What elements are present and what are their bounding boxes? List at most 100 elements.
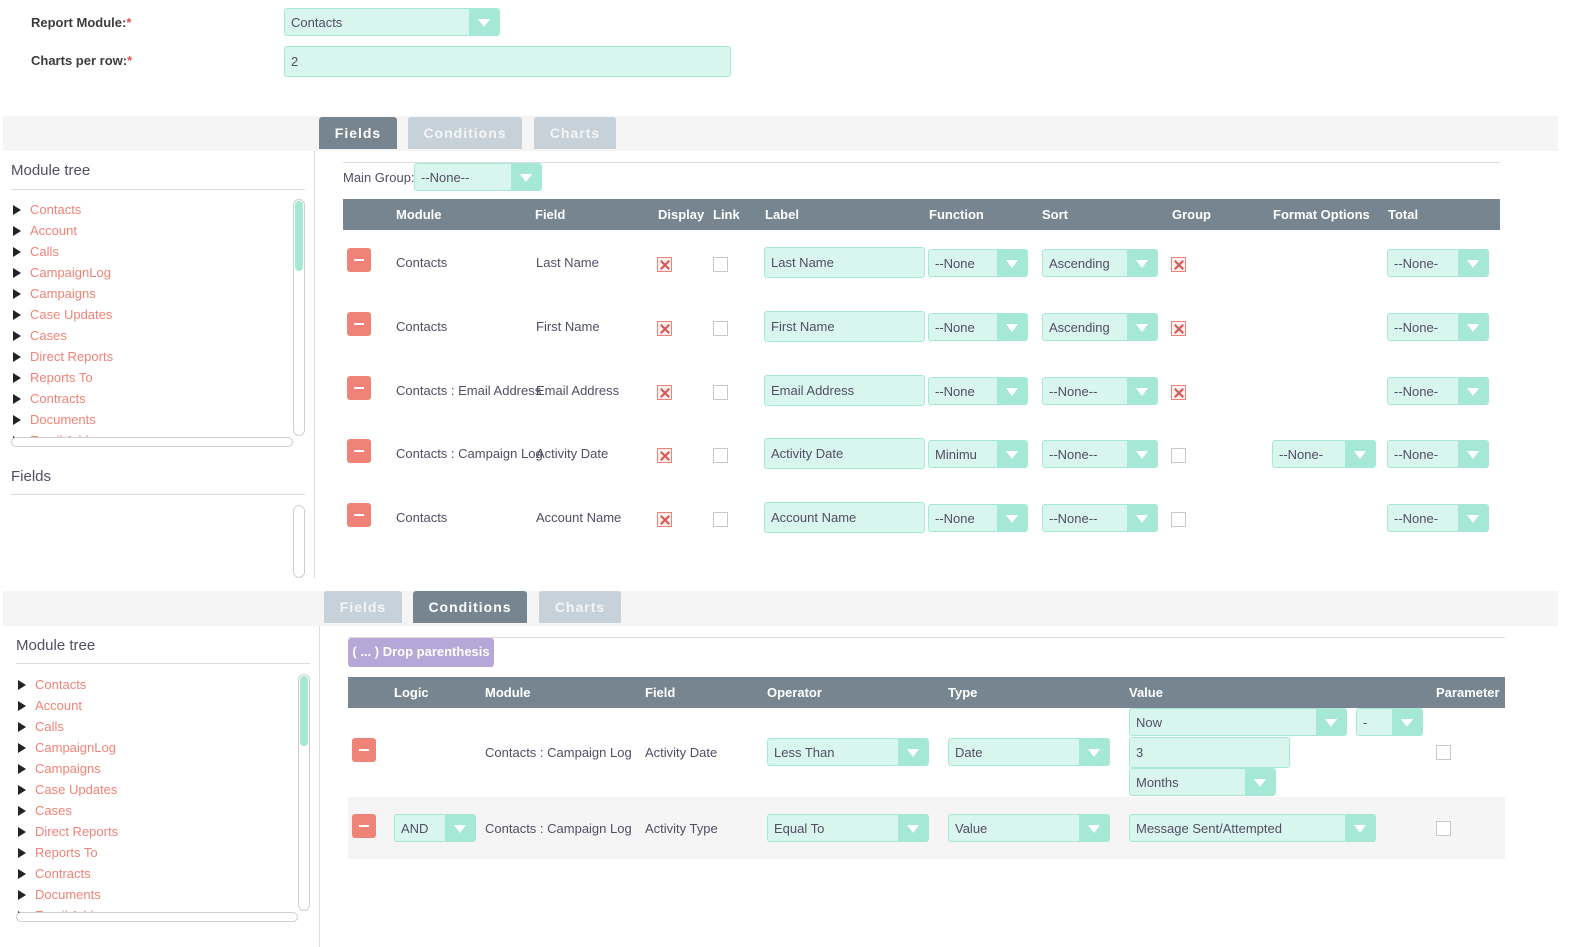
main-group-select[interactable]: --None--: [414, 163, 542, 191]
group-checkbox[interactable]: [1171, 257, 1186, 272]
tree-item-label[interactable]: Calls: [30, 244, 59, 259]
tree-item-label[interactable]: Documents: [30, 412, 96, 427]
tree-item-label[interactable]: CampaignLog: [30, 265, 111, 280]
total-select[interactable]: --None-: [1387, 249, 1489, 277]
tab-charts[interactable]: Charts: [534, 117, 616, 149]
display-checkbox[interactable]: [657, 512, 672, 527]
link-checkbox[interactable]: [713, 257, 728, 272]
tree-item-label[interactable]: Reports To: [30, 370, 93, 385]
function-select[interactable]: --None: [928, 504, 1028, 532]
tree-item-label[interactable]: Cases: [30, 328, 67, 343]
expand-arrow-icon[interactable]: [13, 247, 21, 257]
tab-fields[interactable]: Fields: [324, 591, 402, 623]
expand-arrow-icon[interactable]: [18, 701, 26, 711]
tree-item-label[interactable]: Campaigns: [35, 761, 101, 776]
remove-field-button[interactable]: [347, 376, 371, 400]
expand-arrow-icon[interactable]: [13, 394, 21, 404]
group-checkbox[interactable]: [1171, 448, 1186, 463]
function-select[interactable]: Minimu: [928, 440, 1028, 468]
expand-arrow-icon[interactable]: [13, 310, 21, 320]
tree-item-label[interactable]: Email Add...: [35, 908, 104, 915]
tree-item-label[interactable]: Direct Reports: [35, 824, 119, 839]
remove-field-button[interactable]: [347, 503, 371, 527]
remove-condition-button[interactable]: [352, 814, 376, 838]
display-checkbox[interactable]: [657, 321, 672, 336]
parameter-checkbox[interactable]: [1436, 821, 1451, 836]
tree-item[interactable]: CampaignLog: [18, 740, 116, 755]
expand-arrow-icon[interactable]: [18, 680, 26, 690]
sort-select[interactable]: --None--: [1042, 377, 1158, 405]
total-select[interactable]: --None-: [1387, 313, 1489, 341]
expand-arrow-icon[interactable]: [18, 869, 26, 879]
drop-parenthesis-button[interactable]: ( ... ) Drop parenthesis: [348, 638, 494, 667]
tree-item-label[interactable]: Account: [30, 223, 77, 238]
type-select[interactable]: Date: [948, 738, 1110, 766]
tree-item[interactable]: Contracts: [18, 866, 91, 881]
link-checkbox[interactable]: [713, 448, 728, 463]
tree-item-label[interactable]: Direct Reports: [30, 349, 114, 364]
type-select[interactable]: Value: [948, 814, 1110, 842]
tree-item-label[interactable]: Contacts: [30, 202, 82, 217]
tree-item[interactable]: Case Updates: [18, 782, 117, 797]
tab-charts[interactable]: Charts: [539, 591, 621, 623]
expand-arrow-icon[interactable]: [18, 743, 26, 753]
expand-arrow-icon[interactable]: [13, 415, 21, 425]
expand-arrow-icon[interactable]: [18, 848, 26, 858]
tree-item-label[interactable]: Calls: [35, 719, 64, 734]
parameter-checkbox[interactable]: [1436, 745, 1451, 760]
charts-per-row-input[interactable]: 2: [284, 46, 731, 77]
vertical-scrollbar[interactable]: [293, 199, 305, 436]
tree-item[interactable]: Reports To: [18, 845, 98, 860]
expand-arrow-icon[interactable]: [13, 205, 21, 215]
value-unit-select[interactable]: Months: [1129, 768, 1276, 796]
expand-arrow-icon[interactable]: [13, 289, 21, 299]
expand-arrow-icon[interactable]: [18, 827, 26, 837]
report-module-select[interactable]: Contacts: [284, 8, 500, 36]
display-checkbox[interactable]: [657, 257, 672, 272]
vertical-scrollbar[interactable]: [298, 674, 310, 911]
tree-item-label[interactable]: Contacts: [35, 677, 87, 692]
tree-item[interactable]: Campaigns: [13, 286, 96, 301]
tree-item-label[interactable]: Case Updates: [35, 782, 118, 797]
label-input[interactable]: Last Name: [764, 247, 925, 278]
tree-item[interactable]: Contacts: [13, 202, 81, 217]
tree-item[interactable]: Case Updates: [13, 307, 112, 322]
tree-item[interactable]: Account: [18, 698, 82, 713]
value-sign-select[interactable]: -: [1356, 708, 1423, 736]
expand-arrow-icon[interactable]: [18, 890, 26, 900]
link-checkbox[interactable]: [713, 321, 728, 336]
link-checkbox[interactable]: [713, 385, 728, 400]
sort-select[interactable]: Ascending: [1042, 249, 1158, 277]
expand-arrow-icon[interactable]: [18, 764, 26, 774]
expand-arrow-icon[interactable]: [13, 352, 21, 362]
tab-fields[interactable]: Fields: [319, 117, 397, 149]
expand-arrow-icon[interactable]: [13, 268, 21, 278]
tree-item-label[interactable]: CampaignLog: [35, 740, 116, 755]
function-select[interactable]: --None: [928, 249, 1028, 277]
total-select[interactable]: --None-: [1387, 504, 1489, 532]
label-input[interactable]: First Name: [764, 311, 925, 342]
tree-item[interactable]: Calls: [18, 719, 64, 734]
sort-select[interactable]: Ascending: [1042, 313, 1158, 341]
tree-item[interactable]: Campaigns: [18, 761, 101, 776]
total-select[interactable]: --None-: [1387, 377, 1489, 405]
tree-item[interactable]: Documents: [18, 887, 101, 902]
tree-item[interactable]: CampaignLog: [13, 265, 111, 280]
tree-item-label[interactable]: Contracts: [30, 391, 86, 406]
tree-item[interactable]: Documents: [13, 412, 96, 427]
operator-select[interactable]: Less Than: [767, 738, 929, 766]
tree-item[interactable]: Cases: [13, 328, 67, 343]
remove-condition-button[interactable]: [352, 738, 376, 762]
tree-item-label[interactable]: Contracts: [35, 866, 91, 881]
expand-arrow-icon[interactable]: [18, 785, 26, 795]
tree-item[interactable]: Contracts: [13, 391, 86, 406]
tree-item-label[interactable]: Case Updates: [30, 307, 113, 322]
tree-item-label[interactable]: Reports To: [35, 845, 98, 860]
remove-field-button[interactable]: [347, 248, 371, 272]
remove-field-button[interactable]: [347, 439, 371, 463]
value-select[interactable]: Message Sent/Attempted: [1129, 814, 1376, 842]
group-checkbox[interactable]: [1171, 385, 1186, 400]
expand-arrow-icon[interactable]: [18, 806, 26, 816]
function-select[interactable]: --None: [928, 313, 1028, 341]
tree-item-label[interactable]: Account: [35, 698, 82, 713]
